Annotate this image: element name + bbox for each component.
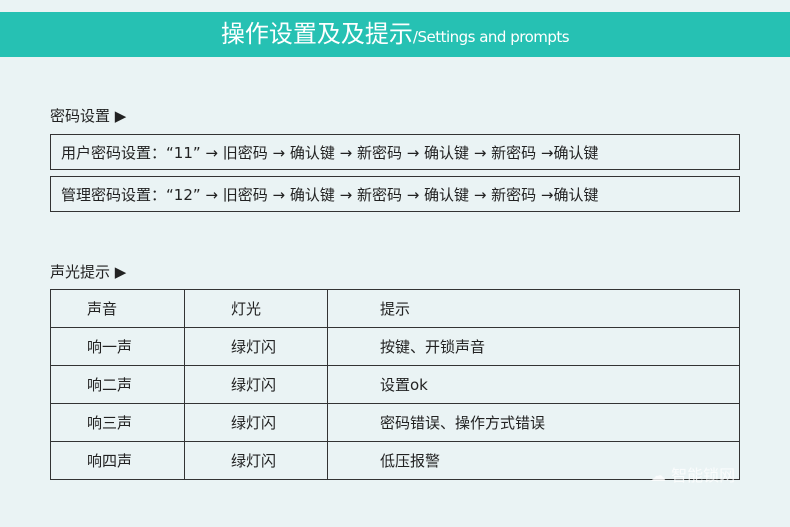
table-row: 响一声 绿灯闪 按键、开锁声音 [50, 327, 740, 366]
cell: 响四声 [50, 441, 185, 480]
admin-password-row: 管理密码设置：“12” → 旧密码 → 确认键 → 新密码 → 确认键 → 新密… [50, 176, 740, 212]
cell: 绿灯闪 [184, 365, 328, 404]
cell: 响三声 [50, 403, 185, 442]
cell: 按键、开锁声音 [327, 327, 740, 366]
table-row: 响三声 绿灯闪 密码错误、操作方式错误 [50, 403, 740, 442]
cell: 响一声 [50, 327, 185, 366]
watermark-logo: ☁ 智能锁网 [650, 462, 735, 486]
header-banner: 操作设置及及提示/Settings and prompts [0, 12, 790, 57]
cell: 绿灯闪 [184, 441, 328, 480]
header-cell: 提示 [327, 289, 740, 328]
title-zh: 操作设置及及提示 [220, 20, 413, 48]
header-cell: 声音 [50, 289, 185, 328]
cell: 低压报警 [327, 441, 740, 480]
cell: 设置ok [327, 365, 740, 404]
user-password-row: 用户密码设置：“11” → 旧密码 → 确认键 → 新密码 → 确认键 → 新密… [50, 134, 740, 170]
cell: 绿灯闪 [184, 327, 328, 366]
cell: 绿灯闪 [184, 403, 328, 442]
prompts-section-label: 声光提示 ▶ [50, 263, 127, 281]
table-header-row: 声音 灯光 提示 [50, 289, 740, 328]
cell: 响二声 [50, 365, 185, 404]
password-section-label: 密码设置 ▶ [50, 107, 127, 125]
table-row: 响二声 绿灯闪 设置ok [50, 365, 740, 404]
cloud-icon: ☁ [650, 466, 666, 485]
prompts-table: 声音 灯光 提示 响一声 绿灯闪 按键、开锁声音 响二声 绿灯闪 设置ok 响三… [50, 289, 740, 480]
header-cell: 灯光 [184, 289, 328, 328]
cell: 密码错误、操作方式错误 [327, 403, 740, 442]
title-en: /Settings and prompts [412, 28, 570, 46]
table-row: 响四声 绿灯闪 低压报警 [50, 441, 740, 480]
watermark-text: 智能锁网 [671, 466, 736, 485]
